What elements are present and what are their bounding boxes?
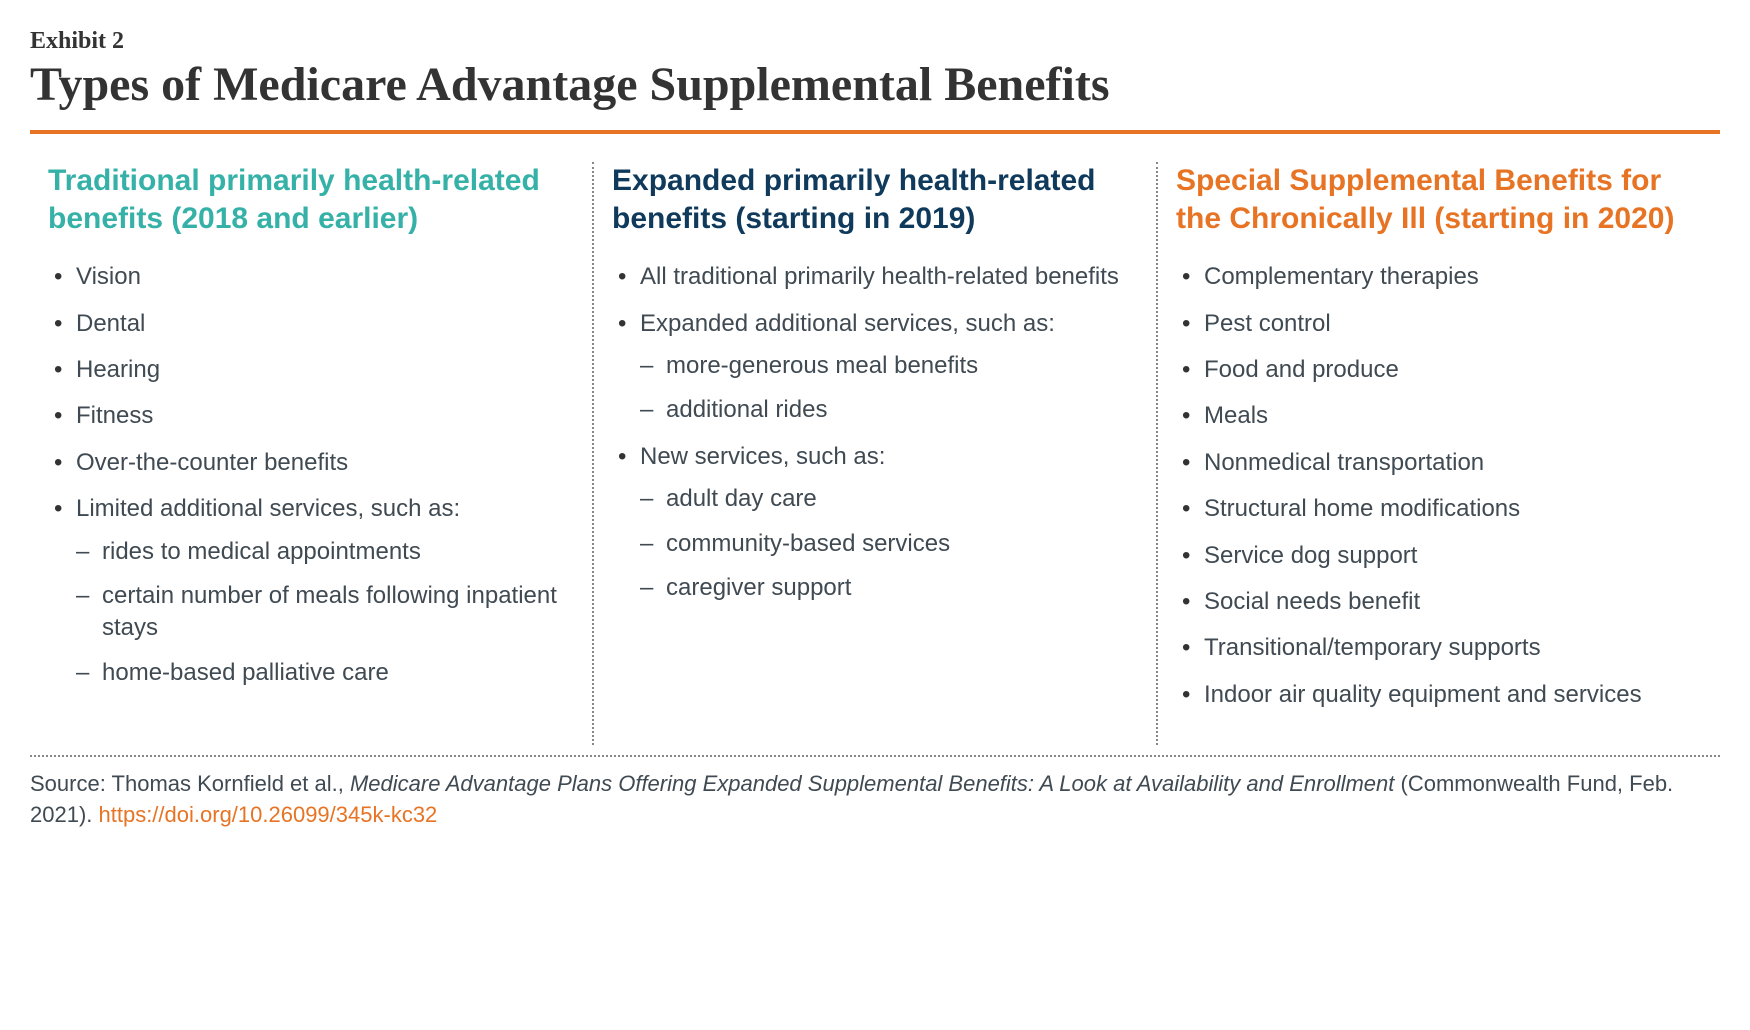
list-item: Food and produce bbox=[1182, 354, 1692, 386]
list-item-text: Transitional/temporary supports bbox=[1204, 634, 1541, 661]
benefits-list: Complementary therapies Pest control Food … bbox=[1176, 261, 1692, 711]
source-doi[interactable]: https://doi.org/10.26099/345k-kc32 bbox=[99, 802, 438, 827]
list-item-text: Complementary therapies bbox=[1204, 263, 1479, 290]
sublist-item: rides to medical appointments bbox=[76, 536, 564, 568]
footer-divider: Source: Thomas Kornfield et al., Medicar… bbox=[30, 755, 1720, 831]
list-item-text: Fitness bbox=[76, 402, 153, 429]
columns-container: Traditional primarily health-related ben… bbox=[30, 162, 1720, 745]
list-item: Meals bbox=[1182, 400, 1692, 432]
list-item-text: Food and produce bbox=[1204, 356, 1399, 383]
list-item: Social needs benefit bbox=[1182, 586, 1692, 618]
benefits-list: Vision Dental Hearing Fitness Over-the-count… bbox=[48, 261, 564, 689]
sublist-item: home-based palliative care bbox=[76, 657, 564, 689]
title-rule bbox=[30, 130, 1720, 134]
list-item: Dental bbox=[54, 308, 564, 340]
sublist-item: certain number of meals following inpati… bbox=[76, 580, 564, 645]
list-item-text: Vision bbox=[76, 263, 141, 290]
list-item-text: Indoor air quality equipment and service… bbox=[1204, 681, 1642, 708]
list-item-text: New services, such as: bbox=[640, 443, 885, 470]
list-item: Complementary therapies bbox=[1182, 261, 1692, 293]
list-item: Transitional/temporary supports bbox=[1182, 632, 1692, 664]
column-heading: Traditional primarily health-related ben… bbox=[48, 162, 564, 237]
list-item: Limited additional services, such as: rid… bbox=[54, 493, 564, 689]
list-item: Indoor air quality equipment and service… bbox=[1182, 679, 1692, 711]
list-item: Structural home modifications bbox=[1182, 493, 1692, 525]
list-item-text: All traditional primarily health-related… bbox=[640, 263, 1119, 290]
list-item-text: Structural home modifications bbox=[1204, 495, 1520, 522]
column-expanded: Expanded primarily health-related benefi… bbox=[592, 162, 1156, 745]
list-item-text: Dental bbox=[76, 310, 145, 337]
list-item: Pest control bbox=[1182, 308, 1692, 340]
list-item: Nonmedical transportation bbox=[1182, 447, 1692, 479]
list-item-text: Meals bbox=[1204, 402, 1268, 429]
source-title: Medicare Advantage Plans Offering Expand… bbox=[350, 771, 1394, 796]
list-item: Over-the-counter benefits bbox=[54, 447, 564, 479]
source-line: Source: Thomas Kornfield et al., Medicar… bbox=[30, 769, 1720, 831]
list-item: Hearing bbox=[54, 354, 564, 386]
list-item-text: Hearing bbox=[76, 356, 160, 383]
benefits-list: All traditional primarily health-related… bbox=[612, 261, 1128, 604]
list-item-text: Over-the-counter benefits bbox=[76, 449, 348, 476]
list-item-text: Social needs benefit bbox=[1204, 588, 1420, 615]
list-item-text: Nonmedical transportation bbox=[1204, 449, 1484, 476]
list-item-text: Limited additional services, such as: bbox=[76, 495, 460, 522]
sublist-item: community-based services bbox=[640, 528, 1128, 560]
list-item-text: Service dog support bbox=[1204, 542, 1417, 569]
list-item-text: Pest control bbox=[1204, 310, 1331, 337]
sublist-item: more-generous meal benefits bbox=[640, 350, 1128, 382]
list-item: Expanded additional services, such as: mo… bbox=[618, 308, 1128, 427]
column-traditional: Traditional primarily health-related ben… bbox=[30, 162, 592, 745]
list-item: Fitness bbox=[54, 400, 564, 432]
exhibit-label: Exhibit 2 bbox=[30, 28, 1720, 55]
list-item: Service dog support bbox=[1182, 540, 1692, 572]
column-heading: Expanded primarily health-related benefi… bbox=[612, 162, 1128, 237]
sublist-item: adult day care bbox=[640, 483, 1128, 515]
sublist-item: caregiver support bbox=[640, 572, 1128, 604]
sublist-item: additional rides bbox=[640, 394, 1128, 426]
page-title: Types of Medicare Advantage Supplemental… bbox=[30, 57, 1720, 112]
sublist: adult day care community-based services ca… bbox=[640, 483, 1128, 604]
list-item: Vision bbox=[54, 261, 564, 293]
sublist: rides to medical appointments certain num… bbox=[76, 536, 564, 690]
sublist: more-generous meal benefits additional ri… bbox=[640, 350, 1128, 427]
column-ssbci: Special Supplemental Benefits for the Ch… bbox=[1156, 162, 1720, 745]
column-heading: Special Supplemental Benefits for the Ch… bbox=[1176, 162, 1692, 237]
list-item-text: Expanded additional services, such as: bbox=[640, 310, 1055, 337]
list-item: New services, such as: adult day care comm… bbox=[618, 441, 1128, 605]
list-item: All traditional primarily health-related… bbox=[618, 261, 1128, 293]
source-prefix: Source: Thomas Kornfield et al., bbox=[30, 771, 350, 796]
